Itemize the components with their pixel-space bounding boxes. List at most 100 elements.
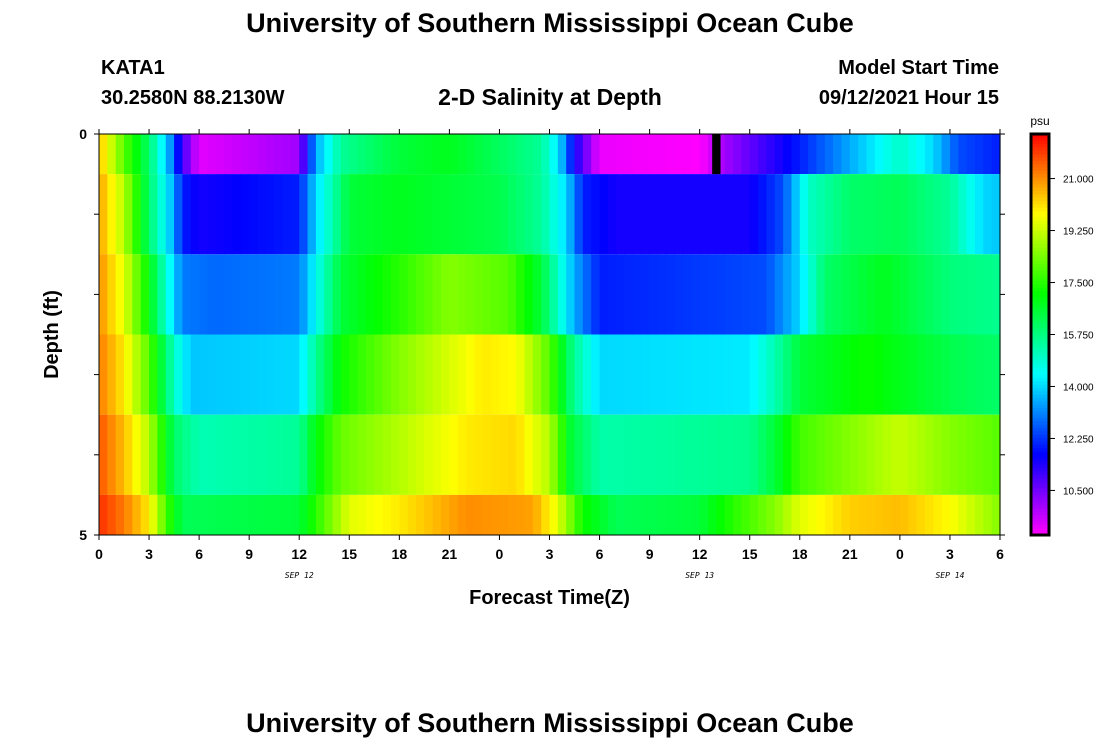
- colorbar-segment: [1031, 137, 1049, 142]
- heatmap-cell: [933, 334, 943, 415]
- colorbar-segment: [1031, 354, 1049, 359]
- colorbar-segment: [1031, 187, 1049, 192]
- heatmap-cell: [115, 134, 125, 175]
- heatmap-cell: [883, 334, 893, 415]
- heatmap-cell: [190, 134, 200, 175]
- colorbar-segment: [1031, 227, 1049, 232]
- heatmap-cell: [457, 494, 467, 535]
- colorbar-segment: [1031, 491, 1049, 496]
- heatmap-cell: [691, 334, 701, 415]
- heatmap-cell: [941, 174, 951, 255]
- heatmap-cell: [649, 414, 659, 495]
- heatmap-cell: [174, 334, 184, 415]
- heatmap-cell: [549, 494, 559, 535]
- heatmap-cell: [916, 414, 926, 495]
- heatmap-cell: [624, 134, 634, 175]
- colorbar-segment: [1031, 498, 1049, 503]
- heatmap-cell: [616, 494, 626, 535]
- heatmap-cell: [424, 494, 434, 535]
- heatmap-cell: [274, 254, 284, 335]
- heatmap-cell: [991, 494, 1001, 535]
- heatmap-cell: [799, 174, 809, 255]
- heatmap-cell: [299, 254, 309, 335]
- heatmap-cell: [290, 134, 300, 175]
- heatmap-cell: [666, 174, 676, 255]
- heatmap-cell: [783, 414, 793, 495]
- heatmap-cell: [808, 174, 818, 255]
- colorbar-segment: [1031, 297, 1049, 302]
- colorbar-segment: [1031, 451, 1049, 456]
- heatmap-cell: [240, 254, 250, 335]
- heatmap-cell: [958, 334, 968, 415]
- colorbar-unit-label: psu: [1030, 114, 1049, 128]
- heatmap-cell: [899, 174, 909, 255]
- heatmap-cell: [190, 334, 200, 415]
- colorbar-segment: [1031, 217, 1049, 222]
- colorbar-segment: [1031, 264, 1049, 269]
- heatmap-cell: [691, 254, 701, 335]
- heatmap-cell: [390, 334, 400, 415]
- heatmap-cell: [708, 174, 717, 255]
- heatmap-cell: [432, 254, 442, 335]
- heatmap-cell: [849, 134, 859, 175]
- heatmap-cell: [349, 334, 359, 415]
- heatmap-cell: [699, 134, 709, 175]
- heatmap-cell: [499, 494, 509, 535]
- heatmap-cell: [791, 494, 801, 535]
- heatmap-cell: [299, 174, 309, 255]
- heatmap-cell: [607, 174, 617, 255]
- heatmap-cell: [157, 414, 167, 495]
- heatmap-cell: [749, 254, 759, 335]
- heatmap-cell: [766, 254, 776, 335]
- heatmap-cell: [657, 334, 667, 415]
- heatmap-cell: [541, 494, 551, 535]
- heatmap-cell: [466, 134, 476, 175]
- heatmap-cell: [682, 254, 692, 335]
- heatmap-cell: [958, 494, 968, 535]
- heatmap-cell: [232, 134, 242, 175]
- heatmap-cell: [666, 134, 676, 175]
- heatmap-cell: [524, 334, 534, 415]
- heatmap-cell: [390, 494, 400, 535]
- heatmap-cell: [607, 254, 617, 335]
- heatmap-cell: [641, 134, 651, 175]
- colorbar-segment: [1031, 404, 1049, 409]
- heatmap-cell: [349, 134, 359, 175]
- heatmap-cell: [157, 254, 167, 335]
- heatmap-cell: [224, 334, 234, 415]
- heatmap-cell: [507, 334, 517, 415]
- heatmap-cell: [566, 254, 576, 335]
- heatmap-cell: [265, 414, 275, 495]
- heatmap-cell: [632, 494, 642, 535]
- heatmap-cell: [132, 174, 142, 255]
- heatmap-cell: [791, 174, 801, 255]
- colorbar-segment: [1031, 150, 1049, 155]
- heatmap-cell: [190, 494, 200, 535]
- heatmap-cell: [708, 494, 717, 535]
- heatmap-cell: [733, 174, 742, 255]
- heatmap-cell: [324, 174, 334, 255]
- heatmap-cell: [866, 494, 876, 535]
- heatmap-row-5: [99, 494, 1001, 535]
- heatmap-cell: [390, 414, 400, 495]
- heatmap-cell: [549, 254, 559, 335]
- heatmap-cell: [491, 174, 501, 255]
- heatmap-cell: [924, 174, 934, 255]
- heatmap-cell: [858, 494, 868, 535]
- colorbar-segment: [1031, 327, 1049, 332]
- missing-data-cell: [712, 134, 721, 175]
- heatmap-cell: [607, 134, 617, 175]
- heatmap-cell: [315, 494, 325, 535]
- heatmap-cell: [916, 254, 926, 335]
- heatmap-cell: [349, 254, 359, 335]
- heatmap-cell: [974, 334, 984, 415]
- heatmap-cell: [582, 494, 592, 535]
- heatmap-cell: [841, 334, 851, 415]
- colorbar-segment: [1031, 438, 1049, 443]
- heatmap-cell: [616, 414, 626, 495]
- heatmap-cell: [382, 414, 392, 495]
- colorbar-segment: [1031, 344, 1049, 349]
- colorbar-segment: [1031, 514, 1049, 519]
- heatmap-cell: [949, 414, 959, 495]
- heatmap-cell: [215, 334, 225, 415]
